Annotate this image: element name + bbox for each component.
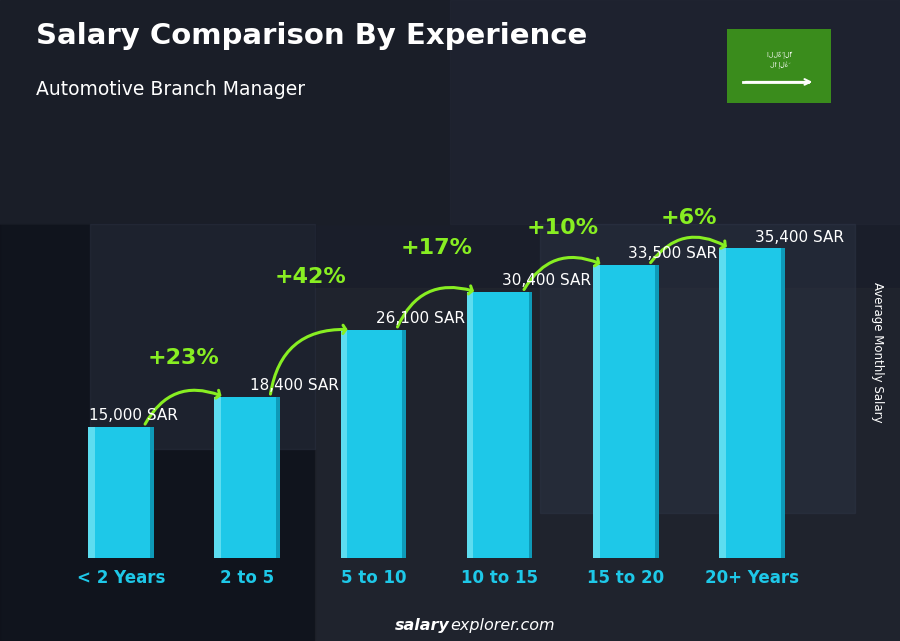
Bar	[214, 397, 220, 558]
Bar	[149, 426, 154, 558]
Text: Salary Comparison By Experience: Salary Comparison By Experience	[36, 22, 587, 51]
Bar	[214, 397, 280, 558]
Bar	[340, 329, 406, 558]
Text: 33,500 SAR: 33,500 SAR	[628, 246, 717, 262]
Text: اللَّهُ إِلَّا: اللَّهُ إِلَّا	[767, 51, 791, 58]
Bar	[593, 265, 599, 558]
Bar	[467, 292, 473, 558]
Text: لَا إِلَٰهَ: لَا إِلَٰهَ	[770, 62, 788, 69]
Text: 35,400 SAR: 35,400 SAR	[755, 229, 844, 245]
Text: 30,400 SAR: 30,400 SAR	[502, 274, 591, 288]
Bar	[467, 292, 533, 558]
Bar	[0, 0, 450, 224]
Text: +42%: +42%	[274, 267, 346, 287]
Bar	[0, 224, 315, 641]
Text: 18,400 SAR: 18,400 SAR	[249, 378, 338, 394]
Bar	[402, 329, 406, 558]
Text: 26,100 SAR: 26,100 SAR	[376, 311, 465, 326]
Text: +23%: +23%	[148, 347, 220, 367]
Text: salary: salary	[395, 619, 450, 633]
Text: +10%: +10%	[526, 218, 598, 238]
Bar	[719, 248, 726, 558]
Bar	[655, 265, 659, 558]
Bar	[781, 248, 785, 558]
Text: Automotive Branch Manager: Automotive Branch Manager	[36, 80, 305, 99]
Text: Average Monthly Salary: Average Monthly Salary	[871, 282, 884, 423]
Bar	[88, 426, 94, 558]
Text: explorer.com: explorer.com	[450, 619, 554, 633]
Bar	[276, 397, 280, 558]
Text: +6%: +6%	[661, 208, 717, 228]
Text: 15,000 SAR: 15,000 SAR	[89, 408, 178, 423]
Bar	[90, 224, 315, 449]
Bar	[528, 292, 533, 558]
Bar	[340, 329, 347, 558]
Bar	[719, 248, 785, 558]
Bar	[88, 426, 154, 558]
Bar	[315, 288, 900, 641]
Text: +17%: +17%	[400, 238, 472, 258]
Bar	[450, 0, 900, 224]
Bar	[593, 265, 659, 558]
Bar	[540, 224, 855, 513]
